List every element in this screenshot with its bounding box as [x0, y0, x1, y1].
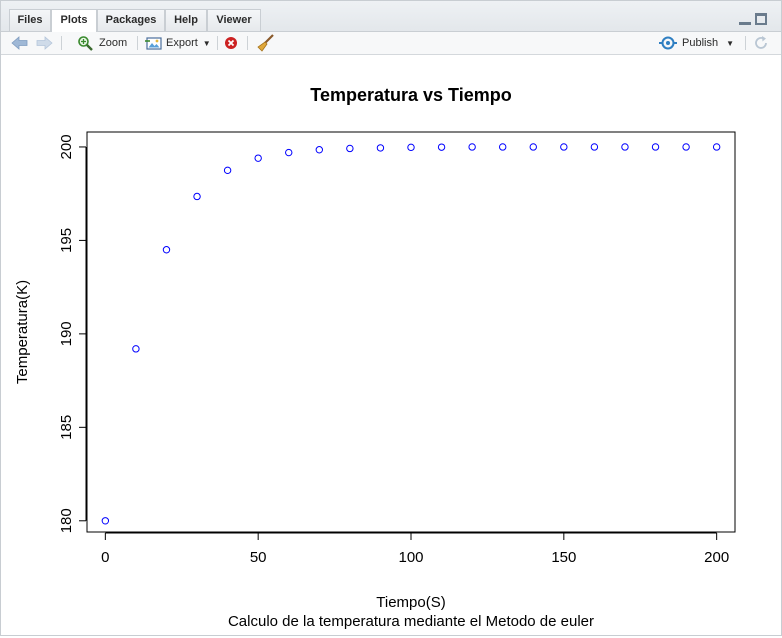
refresh-icon: [755, 36, 767, 49]
data-point: [101, 517, 110, 525]
remove-plot-button[interactable]: [223, 34, 239, 52]
tab-files[interactable]: Files: [9, 9, 51, 31]
zoom-icon: [78, 36, 93, 51]
chart-subtitle: Calculo de la temperatura mediante el Me…: [228, 613, 594, 630]
data-point: [315, 146, 324, 154]
data-point: [254, 154, 262, 162]
data-point: [529, 143, 537, 151]
toolbar-divider: [61, 36, 62, 50]
back-arrow-icon: [11, 36, 28, 50]
y-axis-label: Temperatura(K): [14, 280, 31, 384]
x-tick-label: 150: [551, 549, 576, 566]
data-point: [498, 143, 507, 151]
data-point: [132, 345, 140, 353]
minimize-pane-button[interactable]: [739, 15, 751, 25]
clear-all-plots-button[interactable]: [257, 34, 275, 52]
data-point: [712, 143, 721, 151]
data-point: [468, 143, 476, 151]
tab-plots[interactable]: Plots: [51, 9, 97, 32]
export-menu-button[interactable]: Export ▼: [145, 34, 211, 52]
y-tick-label: 200: [58, 134, 75, 159]
export-label: Export: [166, 37, 198, 49]
toolbar-divider: [137, 36, 138, 50]
data-point: [193, 192, 201, 201]
maximize-pane-button[interactable]: [755, 13, 767, 25]
y-tick-label: 180: [58, 508, 75, 533]
toolbar-divider: [217, 36, 218, 50]
publish-label: Publish: [682, 37, 719, 49]
forward-arrow-icon: [36, 36, 53, 50]
data-point: [590, 143, 599, 151]
plot-frame: [86, 131, 736, 533]
y-tick-label: 190: [58, 321, 75, 346]
previous-plot-button[interactable]: [11, 34, 29, 52]
data-point: [682, 143, 690, 151]
chevron-down-icon: ▼: [726, 38, 734, 48]
data-point: [223, 166, 232, 175]
broom-icon: [257, 34, 274, 52]
remove-plot-icon: [225, 37, 237, 49]
y-axis: 180 185 190 195 200: [58, 134, 87, 533]
data-point: [162, 246, 171, 254]
data-point: [346, 144, 354, 153]
data-point: [437, 143, 446, 151]
toolbar-divider: [247, 36, 248, 50]
scatter-chart: Temperatura vs Tiempo 0 50 100 150 200 18018…: [14, 85, 736, 630]
x-tick-label: 50: [250, 549, 267, 566]
export-image-icon: [145, 37, 162, 50]
data-point: [407, 143, 415, 152]
chart-title: Temperatura vs Tiempo: [310, 85, 511, 105]
data-point: [376, 144, 385, 152]
toolbar-divider: [745, 36, 746, 50]
zoom-button[interactable]: Zoom: [77, 34, 127, 52]
plots-toolbar: Zoom Export ▼: [1, 32, 781, 55]
data-points: [101, 143, 721, 525]
tab-packages[interactable]: Packages: [97, 9, 165, 31]
x-tick-label: 0: [101, 549, 109, 566]
data-point: [285, 148, 293, 157]
next-plot-button[interactable]: [35, 34, 53, 52]
x-tick-label: 100: [398, 549, 423, 566]
plot-viewer: Temperatura vs Tiempo 0 50 100 150 200 180 18…: [9, 55, 775, 633]
zoom-label: Zoom: [99, 37, 128, 49]
y-tick-label: 185: [58, 415, 75, 440]
tab-help[interactable]: Help: [165, 9, 207, 31]
data-point: [651, 143, 660, 151]
publish-icon: [659, 36, 677, 50]
y-tick-label: 195: [58, 228, 75, 253]
x-axis: 0 50 100 150 200: [101, 532, 729, 566]
pane-tab-bar: Files Plots Packages Help Viewer: [1, 1, 781, 32]
data-point: [560, 143, 568, 151]
tab-viewer[interactable]: Viewer: [207, 9, 261, 31]
refresh-plot-button[interactable]: [753, 34, 769, 52]
publish-button[interactable]: Publish ▼: [659, 34, 734, 52]
chevron-down-icon: ▼: [202, 38, 211, 48]
x-tick-label: 200: [704, 549, 729, 566]
data-point: [621, 143, 629, 151]
x-axis-label: Tiempo(S): [376, 594, 445, 611]
